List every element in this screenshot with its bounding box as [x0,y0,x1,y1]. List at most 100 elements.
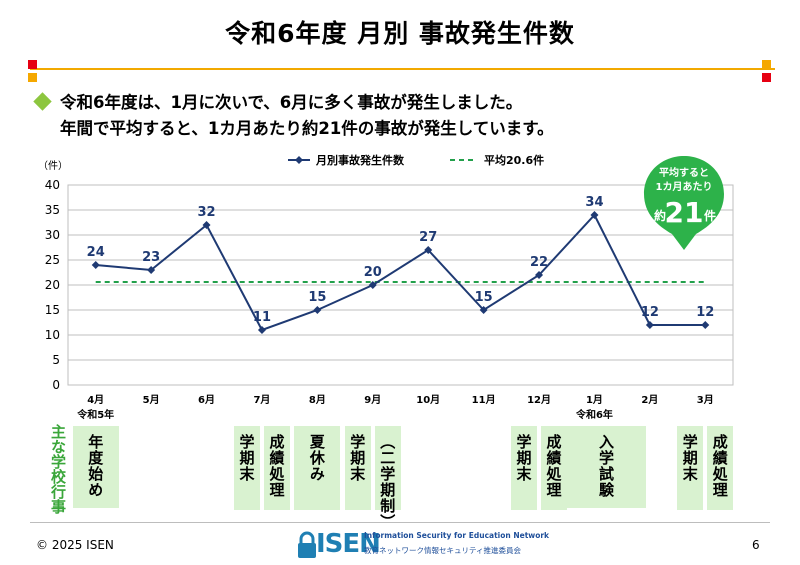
x-tick-label: 10月 [416,394,440,406]
data-label: 12 [641,305,659,320]
average-badge: 平均すると 1カ月あたり 約 21 件 [644,156,724,250]
header-rule [30,68,775,70]
data-point [202,221,211,229]
year-label: 令和6年 [575,408,613,420]
logo-english: Information Security for Education Netwo… [364,531,550,540]
y-tick-label: 30 [45,228,60,242]
lead-line-2: 年間で平均すると、1カ月あたり約21件の事故が発生しています。 [60,119,554,138]
data-point [701,321,710,329]
legend-average-label: 平均20.6件 [484,153,544,167]
series-line [95,213,706,332]
lead-text: 令和6年度は、1月に次いで、6月に多く事故が発生しました。 年間で平均すると、1… [60,90,554,142]
x-tick-label: 2月 [641,394,658,406]
event-text: 成績処理 [267,434,286,498]
badge-prefix: 約 [654,208,666,223]
event-text: 成績処理 [710,434,729,498]
data-point [368,281,377,289]
event-text: 夏休み [307,434,326,482]
corner-square-red [28,60,37,69]
data-label: 22 [530,255,548,270]
data-label: 34 [585,195,603,210]
data-label: 20 [364,265,382,280]
event-text: 学期末 [237,434,256,482]
isen-logo: ISEN Information Security for Education … [296,527,549,563]
x-tick-label: 3月 [697,394,714,406]
event-box: 入学試験 [566,426,647,508]
badge-suffix: 件 [704,208,716,223]
event-text: 年度始め [86,434,105,498]
y-tick-label: 15 [45,303,60,317]
page-title: 令和6年度 月別 事故発生件数 [225,19,575,48]
data-point [479,306,488,314]
event-text: 学期末 [680,434,699,482]
data-point [590,211,599,219]
legend-series-label: 月別事故発生件数 [315,153,405,167]
x-tick-label: 9月 [364,394,381,406]
event-box: 成績処理 [263,426,290,510]
data-label: 15 [475,290,493,305]
year-label: 令和5年 [76,408,114,420]
event-text: 学期末 [348,434,367,482]
logo-japanese: 教育ネットワーク情報セキュリティ推進委員会 [364,546,522,555]
data-label: 15 [308,290,326,305]
badge-line-1: 平均すると [659,166,709,179]
logo-text: ISEN [316,529,381,559]
diamond-bullet-icon [33,92,52,111]
event-text: （二学期制） [378,434,397,530]
data-point [424,246,433,254]
event-box: （二学期制） [374,426,401,530]
badge-line-2: 1カ月あたり [656,180,713,193]
data-point [313,306,322,314]
events-label: 主な学校行事 [49,424,67,514]
data-point [257,326,266,334]
y-tick-label: 5 [52,353,60,367]
event-text: 成績処理 [544,434,563,498]
event-text: 学期末 [514,434,533,482]
y-tick-label: 40 [45,178,60,192]
event-box: 学期末 [344,426,371,510]
data-point [645,321,654,329]
corner-square-orange [762,60,771,69]
x-tick-label: 5月 [143,394,160,406]
page-number: 6 [752,538,760,552]
y-tick-label: 25 [45,253,60,267]
y-tick-label: 20 [45,278,60,292]
event-box: 学期末 [677,426,704,510]
x-tick-label: 4月 [87,394,104,406]
data-label: 24 [87,245,105,260]
data-point [91,261,100,269]
y-tick-label: 35 [45,203,60,217]
badge-shape [644,156,724,250]
data-label: 27 [419,230,437,245]
event-box: 学期末 [233,426,260,510]
lead-line-1: 令和6年度は、1月に次いで、6月に多く事故が発生しました。 [60,93,523,112]
data-label: 32 [197,205,215,220]
event-text: 入学試験 [596,434,615,498]
x-tick-label: 11月 [472,394,496,406]
event-box: 年度始め [72,426,119,508]
data-label: 11 [253,310,271,325]
x-tick-label: 6月 [198,394,215,406]
x-tick-label: 7月 [253,394,270,406]
data-point [147,266,156,274]
event-box: 成績処理 [707,426,734,510]
event-box: 学期末 [511,426,538,510]
corner-square-orange [28,73,37,82]
corner-square-red [762,73,771,82]
data-label: 23 [142,250,160,265]
copyright: © 2025 ISEN [36,538,114,552]
event-box: 夏休み [294,426,341,510]
lock-icon [298,531,316,558]
data-label: 12 [696,305,714,320]
event-box: 成績処理 [541,426,568,510]
footer-rule [30,522,770,523]
y-tick-label: 0 [52,378,60,392]
x-tick-label: 1月 [586,394,603,406]
x-tick-label: 8月 [309,394,326,406]
y-unit-label: （件） [38,160,68,172]
badge-number: 21 [665,196,704,229]
x-tick-label: 12月 [527,394,551,406]
y-tick-label: 10 [45,328,60,342]
data-point [535,271,544,279]
